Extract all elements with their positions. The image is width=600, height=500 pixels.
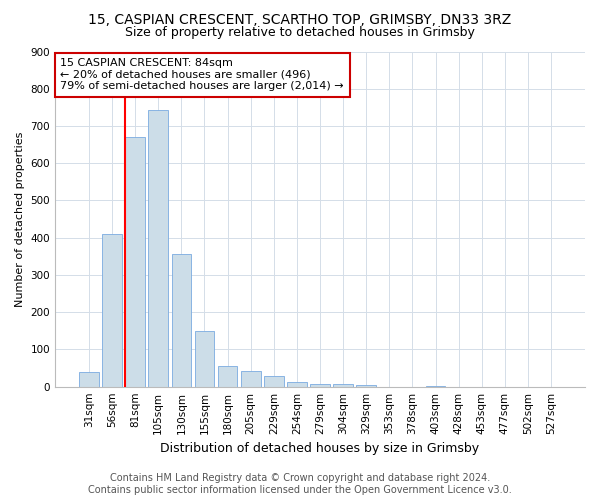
Bar bbox=[218, 366, 238, 386]
Bar bbox=[356, 385, 376, 386]
Text: Contains HM Land Registry data © Crown copyright and database right 2024.
Contai: Contains HM Land Registry data © Crown c… bbox=[88, 474, 512, 495]
Bar bbox=[287, 382, 307, 386]
Text: 15, CASPIAN CRESCENT, SCARTHO TOP, GRIMSBY, DN33 3RZ: 15, CASPIAN CRESCENT, SCARTHO TOP, GRIMS… bbox=[88, 12, 512, 26]
Bar bbox=[334, 384, 353, 386]
Bar bbox=[125, 137, 145, 386]
Y-axis label: Number of detached properties: Number of detached properties bbox=[15, 132, 25, 307]
Text: Size of property relative to detached houses in Grimsby: Size of property relative to detached ho… bbox=[125, 26, 475, 39]
Bar bbox=[148, 110, 168, 386]
Bar bbox=[102, 234, 122, 386]
Bar bbox=[264, 376, 284, 386]
X-axis label: Distribution of detached houses by size in Grimsby: Distribution of detached houses by size … bbox=[160, 442, 479, 455]
Bar bbox=[310, 384, 330, 386]
Text: 15 CASPIAN CRESCENT: 84sqm
← 20% of detached houses are smaller (496)
79% of sem: 15 CASPIAN CRESCENT: 84sqm ← 20% of deta… bbox=[61, 58, 344, 92]
Bar bbox=[172, 254, 191, 386]
Bar bbox=[241, 371, 260, 386]
Bar bbox=[194, 331, 214, 386]
Bar bbox=[79, 372, 99, 386]
